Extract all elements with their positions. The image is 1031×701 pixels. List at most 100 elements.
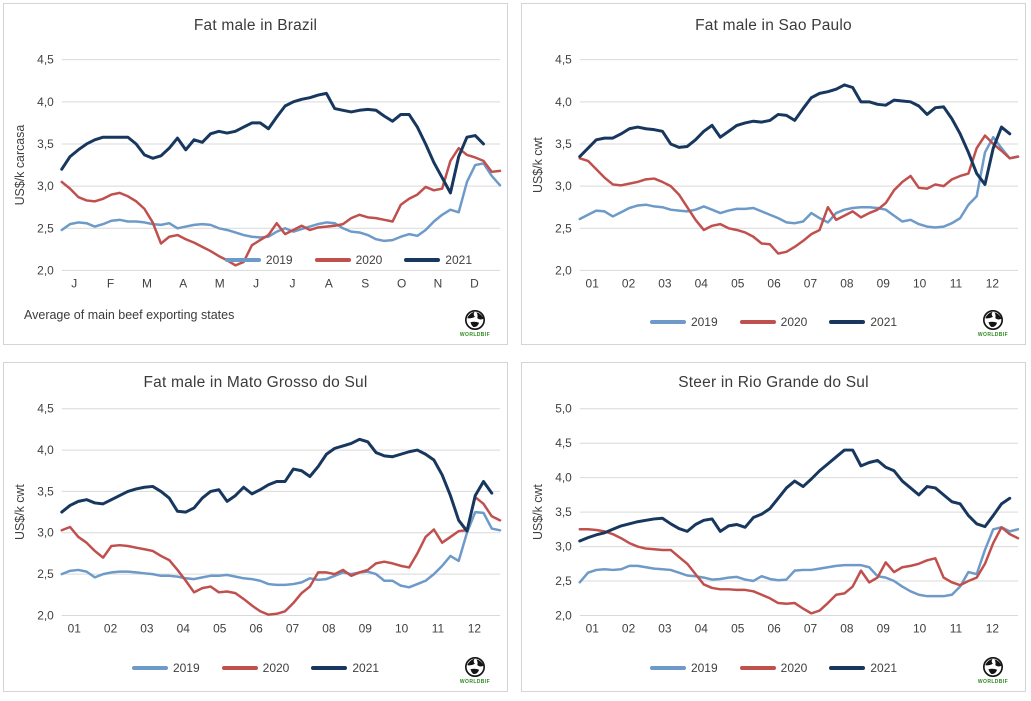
legend-line-swatch — [314, 258, 351, 262]
legend-line-swatch — [829, 666, 866, 670]
legend-label: 2019 — [265, 253, 293, 267]
chart-panel-sao-paulo: Fat male in Sao Paulo 2,0 2,5 3,0 3,5 4,0 4,5… — [521, 3, 1026, 345]
legend-label: 2020 — [780, 315, 808, 329]
logo-text: WORLDBIF — [977, 332, 1009, 338]
legend-line-swatch — [404, 258, 441, 262]
svg-text:05: 05 — [731, 276, 745, 290]
legend-line-swatch — [649, 320, 686, 324]
legend-item: 2019 — [649, 315, 718, 329]
legend-label: 2020 — [262, 661, 290, 675]
svg-text:2,0: 2,0 — [555, 608, 572, 622]
brand-logo: WORLDBIF — [975, 309, 1011, 338]
legend-item: 2019 — [649, 661, 718, 675]
svg-text:3,0: 3,0 — [555, 540, 572, 554]
svg-text:03: 03 — [658, 621, 672, 635]
svg-text:2,5: 2,5 — [555, 574, 572, 588]
legend-line-swatch — [829, 320, 866, 324]
svg-text:J: J — [71, 276, 77, 290]
svg-text:D: D — [470, 276, 479, 290]
svg-text:US$/k cwt: US$/k cwt — [13, 484, 27, 540]
svg-text:03: 03 — [140, 621, 154, 635]
line-chart-mato-grosso: 2,0 2,5 3,0 3,5 4,0 4,5 01 02 03 04 05 06 07 08 09 10 11… — [13, 402, 502, 635]
legend-item: 2019 — [131, 661, 200, 675]
svg-text:3,5: 3,5 — [555, 505, 572, 519]
legend-label: 2020 — [355, 253, 383, 267]
svg-text:J: J — [289, 276, 295, 290]
line-chart-sao-paulo: 2,0 2,5 3,0 3,5 4,0 4,5 01 02 03 04 05 06 07 08 09 10 11… — [531, 53, 1020, 290]
svg-text:3,5: 3,5 — [555, 137, 572, 151]
svg-text:07: 07 — [804, 276, 818, 290]
brand-logo: WORLDBIF — [457, 656, 493, 685]
svg-text:11: 11 — [432, 621, 445, 635]
svg-text:O: O — [397, 276, 406, 290]
logo-text: WORLDBIF — [459, 332, 491, 338]
svg-text:11: 11 — [950, 621, 963, 635]
svg-text:US$/k cwt: US$/k cwt — [531, 484, 545, 540]
svg-text:4,0: 4,0 — [37, 443, 54, 457]
legend-item: 2020 — [314, 253, 383, 267]
svg-text:2,5: 2,5 — [37, 221, 54, 235]
globe-icon — [983, 310, 1003, 330]
line-chart-brazil: 2,0 2,5 3,0 3,5 4,0 4,5 J F M A M J J A S O N D US$/k carc… — [13, 53, 502, 290]
svg-text:05: 05 — [731, 621, 745, 635]
svg-text:01: 01 — [68, 621, 82, 635]
svg-text:2,5: 2,5 — [37, 567, 54, 581]
svg-text:US$/k cwt: US$/k cwt — [531, 137, 545, 193]
svg-text:06: 06 — [249, 621, 263, 635]
line-chart-rio-grande: 2,0 2,5 3,0 3,5 4,0 4,5 5,0 01 02 03 04 05 06 07 08 09 1… — [531, 402, 1020, 635]
svg-text:08: 08 — [840, 621, 854, 635]
legend-label: 2020 — [780, 661, 808, 675]
brand-logo: WORLDBIF — [457, 309, 493, 338]
brand-logo: WORLDBIF — [975, 656, 1011, 685]
legend: 2019 2020 2021 — [4, 661, 507, 675]
legend-item: 2021 — [829, 661, 897, 675]
svg-text:06: 06 — [767, 621, 781, 635]
svg-text:12: 12 — [986, 621, 1000, 635]
svg-text:4,0: 4,0 — [555, 471, 572, 485]
svg-text:3,5: 3,5 — [37, 137, 54, 151]
legend-item: 2019 — [224, 253, 293, 267]
legend-label: 2021 — [870, 315, 898, 329]
svg-text:04: 04 — [695, 276, 709, 290]
legend-line-swatch — [131, 666, 168, 670]
svg-text:F: F — [107, 276, 114, 290]
chart-panel-rio-grande: Steer in Rio Grande do Sul 2,0 2,5 3,0 3,5 4… — [521, 362, 1026, 692]
svg-text:12: 12 — [986, 276, 1000, 290]
svg-text:4,5: 4,5 — [555, 436, 572, 450]
svg-text:S: S — [361, 276, 369, 290]
chart-panel-brazil: Fat male in Brazil 2,0 2,5 3,0 3,5 4,0 4,5 J F M… — [3, 3, 508, 345]
svg-text:4,5: 4,5 — [37, 402, 54, 416]
svg-text:A: A — [325, 276, 333, 290]
chart-panel-mato-grosso: Fat male in Mato Grosso do Sul 2,0 2,5 3,0… — [3, 362, 508, 692]
svg-text:5,0: 5,0 — [555, 402, 572, 416]
globe-icon — [983, 657, 1003, 677]
logo-text: WORLDBIF — [459, 679, 491, 685]
legend: 2019 2020 2021 — [214, 253, 483, 267]
svg-text:02: 02 — [622, 276, 636, 290]
svg-text:01: 01 — [586, 276, 600, 290]
legend: 2019 2020 2021 — [522, 315, 1025, 329]
chart-title: Steer in Rio Grande do Sul — [678, 374, 869, 391]
svg-text:04: 04 — [695, 621, 709, 635]
svg-text:4,5: 4,5 — [37, 53, 54, 67]
legend-item: 2020 — [739, 661, 808, 675]
svg-text:US$/k carcasa: US$/k carcasa — [13, 125, 27, 206]
legend-item: 2021 — [829, 315, 897, 329]
svg-text:N: N — [434, 276, 443, 290]
svg-text:03: 03 — [658, 276, 672, 290]
chart-title: Fat male in Brazil — [193, 17, 318, 34]
legend-label: 2021 — [352, 661, 380, 675]
svg-text:10: 10 — [913, 276, 927, 290]
svg-text:2,5: 2,5 — [555, 221, 572, 235]
svg-text:09: 09 — [359, 621, 373, 635]
svg-text:09: 09 — [877, 621, 891, 635]
svg-text:3,5: 3,5 — [37, 484, 54, 498]
svg-text:02: 02 — [104, 621, 118, 635]
svg-text:M: M — [142, 276, 152, 290]
svg-text:08: 08 — [322, 621, 336, 635]
svg-text:4,5: 4,5 — [555, 53, 572, 67]
svg-text:10: 10 — [913, 621, 927, 635]
legend-label: 2021 — [445, 253, 472, 267]
svg-text:4,0: 4,0 — [555, 95, 572, 109]
